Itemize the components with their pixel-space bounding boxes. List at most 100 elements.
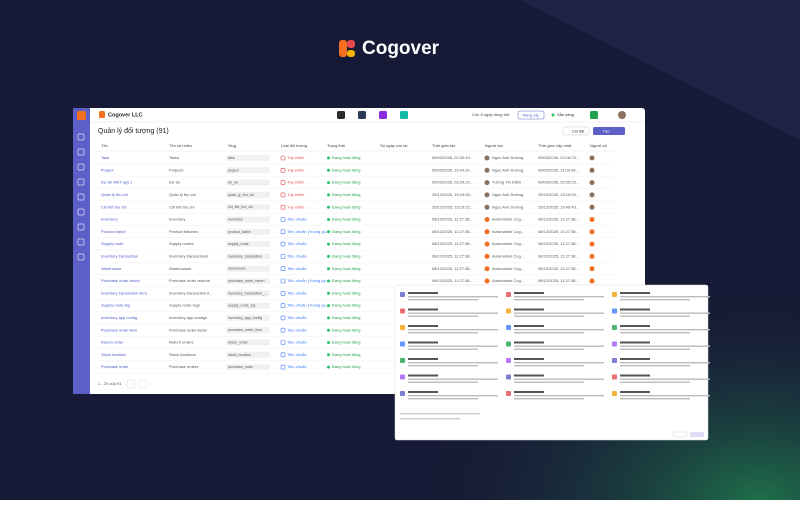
template-icon[interactable] (612, 341, 617, 347)
template-icon[interactable] (506, 341, 511, 347)
template-icon[interactable] (506, 358, 511, 363)
app-icon[interactable] (358, 111, 366, 119)
slug-chip (226, 364, 270, 371)
settings-button[interactable] (562, 126, 590, 136)
sidebar-icon[interactable] (77, 163, 85, 171)
sidebar-icon[interactable] (77, 193, 85, 201)
row-name[interactable]: Product batch (101, 229, 126, 234)
status-dot (327, 267, 330, 271)
updater-avatar (589, 266, 595, 272)
sidebar-icon[interactable] (77, 223, 85, 231)
overlay-cancel[interactable] (672, 431, 688, 438)
status-dot (327, 353, 330, 357)
row-name[interactable]: Purchase order return (101, 278, 140, 283)
presence-label[interactable]: Sẵn sàng (557, 112, 574, 117)
status-dot (327, 218, 330, 221)
row-name[interactable]: Inventory transaction item (101, 290, 147, 295)
sidebar-icon[interactable] (77, 208, 85, 216)
column-header: Slug (228, 143, 236, 148)
type-icon (280, 327, 286, 333)
row-name[interactable]: Inventory (101, 217, 117, 222)
template-desc (620, 395, 710, 397)
template-icon[interactable] (400, 292, 405, 297)
row-created: 08/12/2025, 11:27:38... (432, 266, 473, 271)
app-icon[interactable] (337, 111, 345, 119)
column-header: Thời gian cập nhật (538, 143, 572, 148)
status-dot (327, 242, 330, 246)
template-icon[interactable] (400, 358, 405, 363)
creator-avatar (484, 192, 490, 198)
phone-button[interactable] (590, 111, 598, 119)
overlay-ok[interactable] (690, 432, 704, 437)
row-name[interactable]: Return order (101, 340, 124, 345)
row-name[interactable]: Supply route log (101, 303, 130, 308)
row-name[interactable]: Purchase order (101, 364, 129, 369)
row-name[interactable]: Warehouse (101, 266, 122, 271)
upgrade-button[interactable] (517, 110, 545, 120)
app-icon[interactable] (379, 111, 387, 119)
row-status: Đang hoạt động (332, 192, 360, 197)
template-icon[interactable] (506, 374, 511, 380)
template-icon[interactable] (612, 292, 617, 297)
template-icon[interactable] (612, 325, 617, 330)
template-icon[interactable] (400, 374, 405, 380)
company-name[interactable]: Cogover LLC (108, 112, 143, 118)
template-icon[interactable] (400, 308, 405, 314)
row-name[interactable]: Task (101, 155, 109, 160)
template-desc (620, 296, 710, 298)
create-button[interactable] (593, 127, 625, 135)
template-icon[interactable] (612, 358, 617, 363)
template-icon[interactable] (400, 341, 405, 347)
template-icon[interactable] (400, 325, 405, 330)
app-icon[interactable] (400, 111, 408, 119)
sidebar-icon[interactable] (77, 238, 85, 246)
status-dot (327, 156, 330, 160)
template-icon[interactable] (506, 308, 511, 314)
sidebar-icon[interactable] (77, 253, 85, 261)
template-icon[interactable] (612, 391, 617, 396)
row-updated: 05/03/2026, 11:03:48... (538, 167, 579, 172)
type-icon (280, 254, 286, 259)
row-name[interactable]: Dự án MKT quý 1 (101, 180, 133, 185)
creator-avatar (484, 229, 490, 235)
template-icon[interactable] (400, 391, 405, 396)
sidebar-icon[interactable] (77, 148, 85, 156)
row-plural: Tasks (169, 155, 179, 160)
row-creator: Automation Cog... (492, 229, 524, 234)
row-name[interactable]: Purchase order item (101, 327, 138, 332)
template-icon[interactable] (506, 292, 511, 297)
trial-text: Còn 8 ngày dùng thử (472, 112, 510, 117)
row-name[interactable]: Supply route (101, 241, 124, 246)
sidebar-icon[interactable] (77, 133, 85, 141)
row-name[interactable]: Project (101, 167, 114, 172)
template-icon[interactable] (506, 391, 511, 396)
row-name[interactable]: Quản lý thu chi (101, 192, 128, 197)
template-desc (514, 345, 604, 347)
template-desc (408, 395, 498, 397)
type-icon (280, 155, 286, 161)
template-title (408, 292, 438, 294)
upgrade-label: Nâng cấp (522, 112, 540, 117)
avatar[interactable] (618, 111, 626, 119)
page-prev[interactable] (126, 379, 136, 389)
row-type: Tùy chỉnh (287, 155, 304, 160)
creator-avatar (484, 266, 490, 272)
page-next[interactable] (138, 379, 148, 389)
row-name[interactable]: Chi tiết thu chi (101, 204, 126, 209)
row-creator: Ngọc Anh Dương (492, 192, 523, 197)
template-icon[interactable] (506, 325, 511, 330)
type-icon (280, 229, 286, 235)
row-name[interactable]: Stock location (101, 352, 126, 357)
row-slug: return_order (228, 340, 249, 344)
row-slug: supply_route (228, 242, 249, 246)
template-icon[interactable] (612, 374, 617, 380)
row-name[interactable]: Inventory transaction (101, 253, 138, 258)
template-icon[interactable] (612, 308, 617, 314)
sidebar-icon[interactable] (77, 178, 85, 186)
row-plural: Product batches (169, 229, 198, 234)
overlay-note (400, 413, 480, 415)
row-created: 08/12/2025, 11:27:38... (432, 229, 473, 234)
template-desc (514, 395, 604, 397)
row-name[interactable]: Inventory app config (101, 315, 137, 320)
row-type: Tùy chỉnh (287, 204, 304, 209)
